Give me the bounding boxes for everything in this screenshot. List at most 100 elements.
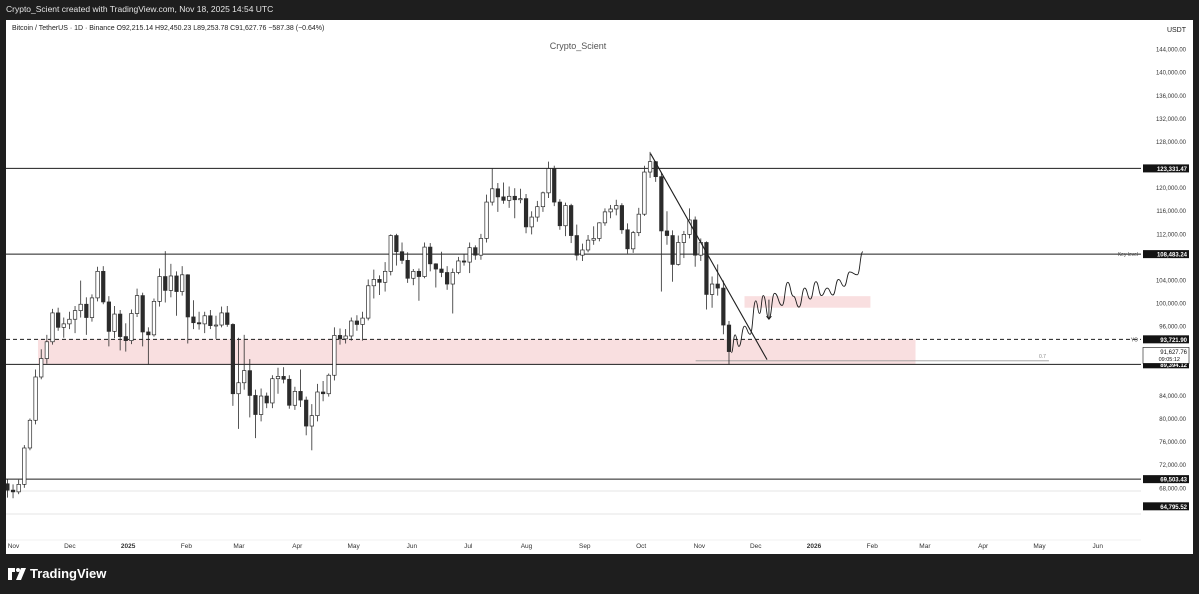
y-tick-label: 68,000.00	[1159, 486, 1186, 492]
candle-body	[371, 279, 376, 287]
candle-body	[264, 395, 269, 404]
candle-body	[354, 320, 360, 325]
price-tag-label: 69,503.43	[1160, 478, 1187, 484]
x-tick-label: Nov	[8, 543, 20, 550]
candle-body	[275, 376, 281, 380]
y-tick-label: 72,000.00	[1159, 463, 1186, 469]
candle-body	[405, 260, 410, 279]
x-tick-label: Feb	[867, 543, 879, 550]
candle-body	[597, 222, 602, 239]
candle-body	[433, 263, 438, 270]
candle-body	[518, 198, 523, 201]
tradingview-logo-icon	[8, 567, 26, 580]
candle-body	[512, 195, 517, 201]
watermark-text: Crypto_Scient	[550, 41, 607, 51]
candle-body	[129, 313, 134, 341]
candle-body	[151, 301, 157, 336]
candle-body	[343, 335, 348, 340]
candle-body	[456, 260, 461, 273]
candle-body	[230, 324, 235, 395]
candle-body	[61, 323, 66, 328]
candle-body	[44, 341, 49, 359]
candle-body	[439, 268, 444, 273]
candle-body	[681, 234, 686, 243]
price-chart[interactable]: 0.7 Key level YO USDT 144,000.00 140,000.00 13…	[6, 20, 1193, 554]
candle-body	[383, 270, 388, 283]
candle-body	[213, 324, 219, 327]
candle-body	[473, 247, 478, 256]
price-tag-box	[1143, 502, 1189, 511]
price-tag-box	[1143, 164, 1189, 173]
chart-panel[interactable]: 0.7 Key level YO USDT 144,000.00 140,000.00 13…	[6, 20, 1193, 554]
candle-body	[157, 276, 162, 302]
symbol-info: Bitcoin / TetherUS · 1D · Binance O92,21…	[12, 25, 324, 32]
candle-body	[219, 312, 224, 326]
x-tick-label: Apr	[978, 543, 989, 550]
level-tag: Key level	[1118, 252, 1138, 258]
candle-body	[163, 276, 168, 291]
candle-body	[112, 313, 117, 332]
caption-bar: Crypto_Scient created with TradingView.c…	[0, 0, 1199, 20]
candle-body	[631, 232, 636, 250]
trendline	[650, 153, 768, 360]
candle-body	[22, 447, 27, 485]
price-tag-box	[1143, 360, 1189, 369]
projection-path	[730, 251, 864, 354]
last-price-label: 91,627.76	[1160, 350, 1187, 356]
candle-body	[39, 358, 44, 378]
candle-body	[95, 270, 100, 299]
candle-body	[242, 370, 247, 384]
x-tick-label: Nov	[694, 543, 706, 550]
candle-body	[50, 312, 55, 343]
candle-body	[535, 206, 540, 218]
candle-body	[6, 483, 10, 491]
candle-body	[360, 317, 365, 325]
candle-body	[168, 275, 173, 291]
x-tick-label: 2026	[807, 543, 822, 550]
candle-body	[450, 272, 455, 285]
x-tick-label: May	[1033, 543, 1046, 550]
candle-body	[292, 391, 298, 406]
candle-body	[349, 320, 354, 337]
candle-body	[388, 235, 393, 272]
candle-body	[461, 260, 467, 263]
tradingview-logo[interactable]: TradingView	[8, 566, 106, 581]
candle-body	[569, 205, 574, 236]
candle-body	[585, 239, 591, 251]
x-tick-label: Jul	[464, 543, 473, 550]
candle-body	[180, 274, 185, 292]
candle-body	[326, 374, 331, 395]
candle-body	[208, 315, 213, 326]
x-tick-label: Mar	[919, 543, 931, 550]
candle-body	[580, 249, 585, 256]
price-tag-box	[1143, 250, 1189, 259]
x-tick-label: Jun	[407, 543, 418, 550]
candle-body	[574, 235, 579, 256]
price-tag-label: 108,483.24	[1157, 253, 1188, 259]
candle-body	[118, 313, 123, 337]
price-tag-label: 64,795.52	[1160, 505, 1187, 511]
candle-body	[557, 201, 562, 227]
candle-body	[123, 336, 128, 341]
y-tick-label: 104,000.00	[1156, 279, 1187, 285]
candle-body	[523, 198, 529, 228]
candle-body	[67, 318, 72, 325]
candle-body	[304, 399, 309, 427]
candle-body	[529, 216, 534, 228]
candle-body	[501, 196, 506, 201]
x-tick-label: Feb	[181, 543, 193, 550]
x-tick-label: 2025	[121, 543, 136, 550]
candle-body	[33, 376, 38, 421]
candle-body	[146, 331, 151, 336]
x-tick-label: May	[348, 543, 361, 550]
projection-arrowhead	[766, 315, 772, 320]
y-tick-label: 84,000.00	[1159, 394, 1186, 400]
price-tag-box	[1143, 335, 1189, 344]
level-tag: YO	[1131, 337, 1138, 343]
candle-body	[10, 489, 16, 493]
y-tick-label: 128,000.00	[1156, 140, 1187, 146]
candle-body	[552, 168, 557, 203]
candle-body	[140, 295, 145, 333]
candle-body	[56, 312, 61, 328]
candle-body	[16, 484, 21, 493]
